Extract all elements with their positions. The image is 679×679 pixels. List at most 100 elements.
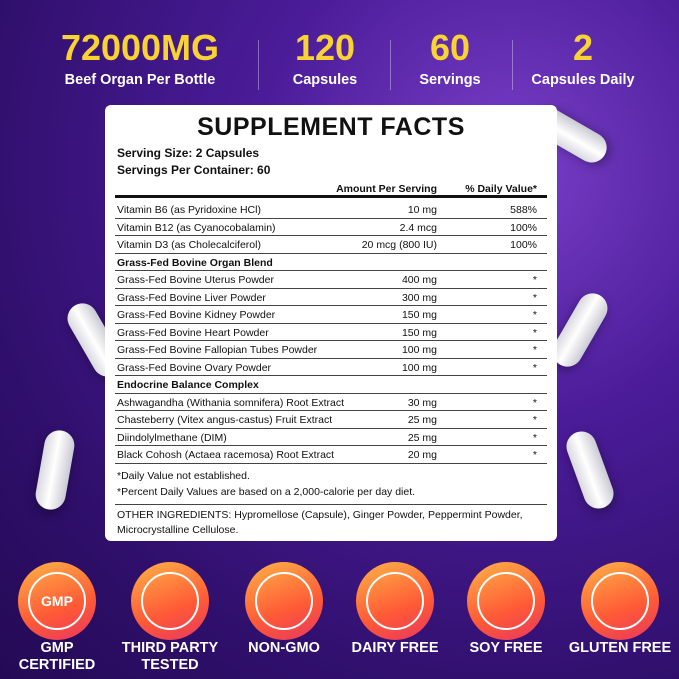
- stat: 120 Capsules: [225, 27, 425, 89]
- stat-label: Capsules Daily: [531, 72, 635, 88]
- badge: [245, 562, 323, 640]
- ingredient: Vitamin B12 (as Cyanocobalamin): [117, 221, 276, 234]
- stat-value: 120: [294, 27, 356, 68]
- badge: GMP: [18, 562, 96, 640]
- facts-row: Grass-Fed Bovine Uterus Powder 400 mg *: [115, 271, 547, 289]
- group-title: Grass-Fed Bovine Organ Blend: [117, 256, 273, 269]
- amount: 20 mg: [407, 449, 437, 461]
- note: *Daily Value not established.: [117, 469, 250, 482]
- badge-label-line: GLUTEN FREE: [568, 640, 672, 656]
- facts-row: Grass-Fed Bovine Fallopian Tubes Powder 1…: [115, 341, 547, 359]
- badge-label-line: SOY FREE: [469, 640, 543, 656]
- divider: [115, 503, 547, 505]
- facts-row: Grass-Fed Bovine Kidney Powder 150 mg *: [115, 306, 547, 324]
- dv-header: % Daily Value*: [465, 183, 537, 195]
- facts-header: Amount Per Serving % Daily Value*: [115, 180, 547, 198]
- daily-value: *: [532, 431, 537, 444]
- stat: 60 Servings: [350, 27, 550, 89]
- serving-size: Serving Size: 2 Capsules: [117, 146, 260, 160]
- amount: 100 mg: [401, 344, 437, 356]
- badge-label-line: DAIRY FREE: [351, 640, 439, 656]
- ingredient: Vitamin D3 (as Cholecalciferol): [117, 239, 261, 251]
- daily-value: *: [532, 396, 537, 409]
- badge-label: THIRD PARTY TESTED: [110, 640, 230, 674]
- facts-row: Black Cohosh (Actaea racemosa) Root Extr…: [115, 446, 547, 464]
- ingredient: Black Cohosh (Actaea racemosa) Root Extr…: [117, 449, 335, 461]
- group-title: Endocrine Balance Complex: [117, 379, 259, 391]
- other-ingredients: Microcrystalline Cellulose.: [117, 523, 239, 536]
- daily-value: *: [532, 449, 537, 461]
- amount: 150 mg: [401, 326, 437, 339]
- facts-row: Grass-Fed Bovine Liver Powder 300 mg *: [115, 289, 547, 306]
- facts-row: Diindolylmethane (DIM) 25 mg *: [115, 429, 547, 446]
- group-row: Grass-Fed Bovine Organ Blend: [115, 254, 547, 271]
- ingredient: Grass-Fed Bovine Fallopian Tubes Powder: [117, 344, 318, 356]
- badge: [581, 562, 659, 640]
- note: *Percent Daily Values are based on a 2,0…: [117, 485, 416, 498]
- ingredient: Diindolylmethane (DIM): [117, 431, 227, 444]
- badge-icon-text: GMP: [41, 593, 73, 609]
- badge: [356, 562, 434, 640]
- daily-value: *: [532, 291, 537, 304]
- amount: 400 mg: [401, 274, 437, 286]
- amount: 150 mg: [401, 309, 437, 321]
- stat-label: Servings: [419, 72, 481, 88]
- stat-label: Capsules: [292, 72, 358, 88]
- stat-value: 60: [429, 27, 471, 68]
- daily-value: *: [532, 361, 537, 374]
- separator: [390, 40, 391, 90]
- badge-icon: [141, 572, 199, 630]
- daily-value: *: [532, 309, 537, 321]
- facts-row: Grass-Fed Bovine Heart Powder 150 mg *: [115, 324, 547, 341]
- ingredient: Grass-Fed Bovine Heart Powder: [117, 326, 269, 339]
- daily-value: *: [532, 344, 537, 356]
- amount-header: Amount Per Serving: [336, 183, 437, 195]
- daily-value: 100%: [510, 239, 537, 251]
- ingredient: Grass-Fed Bovine Liver Powder: [117, 291, 266, 304]
- amount: 300 mg: [401, 291, 437, 304]
- ingredient: Grass-Fed Bovine Kidney Powder: [117, 309, 276, 321]
- badge-icon: [366, 572, 424, 630]
- facts-row: Vitamin B6 (as Pyridoxine HCl) 10 mg 588%: [115, 201, 547, 219]
- badge-icon: GMP: [28, 572, 86, 630]
- badge-label: GLUTEN FREE: [560, 640, 679, 657]
- group-row: Endocrine Balance Complex: [115, 376, 547, 394]
- amount: 10 mg: [407, 204, 437, 216]
- badge-label: GMP CERTIFIED: [0, 640, 117, 674]
- ingredient: Ashwagandha (Withania somnifera) Root Ex…: [117, 396, 345, 409]
- badge: [467, 562, 545, 640]
- daily-value: 588%: [510, 204, 537, 216]
- badge-label-line: CERTIFIED: [18, 657, 96, 673]
- facts-row: Grass-Fed Bovine Ovary Powder 100 mg *: [115, 359, 547, 376]
- daily-value: 100%: [510, 221, 537, 234]
- stat-value: 2: [572, 27, 594, 68]
- capsule: [562, 427, 618, 513]
- ingredient: Grass-Fed Bovine Uterus Powder: [117, 274, 274, 286]
- amount: 100 mg: [401, 361, 437, 374]
- badge-icon: [477, 572, 535, 630]
- separator: [512, 40, 513, 90]
- badge-icon: [255, 572, 313, 630]
- daily-value: *: [532, 274, 537, 286]
- facts-row: Ashwagandha (Withania somnifera) Root Ex…: [115, 394, 547, 411]
- capsule: [33, 428, 77, 512]
- daily-value: *: [532, 326, 537, 339]
- amount: 20 mcg (800 IU): [361, 239, 437, 251]
- badge-label-line: NON-GMO: [248, 640, 320, 656]
- stat: 72000MG Beef Organ Per Bottle: [40, 28, 240, 89]
- other-ingredients: OTHER INGREDIENTS: Hypromellose (Capsule…: [117, 508, 523, 521]
- servings-per-container: Servings Per Container: 60: [117, 163, 271, 177]
- badge-label: DAIRY FREE: [335, 640, 455, 657]
- badge-label: SOY FREE: [446, 640, 566, 657]
- amount: 2.4 mcg: [399, 221, 437, 234]
- daily-value: *: [532, 414, 537, 426]
- amount: 25 mg: [407, 414, 437, 426]
- facts-row: Vitamin D3 (as Cholecalciferol) 20 mcg (8…: [115, 236, 547, 254]
- ingredient: Grass-Fed Bovine Ovary Powder: [117, 361, 272, 374]
- badge-label: NON-GMO: [224, 640, 344, 657]
- ingredient: Vitamin B6 (as Pyridoxine HCl): [117, 204, 261, 216]
- separator: [258, 40, 259, 90]
- facts-row: Chasteberry (Vitex angus-castus) Fruit E…: [115, 411, 547, 429]
- amount: 30 mg: [407, 396, 437, 409]
